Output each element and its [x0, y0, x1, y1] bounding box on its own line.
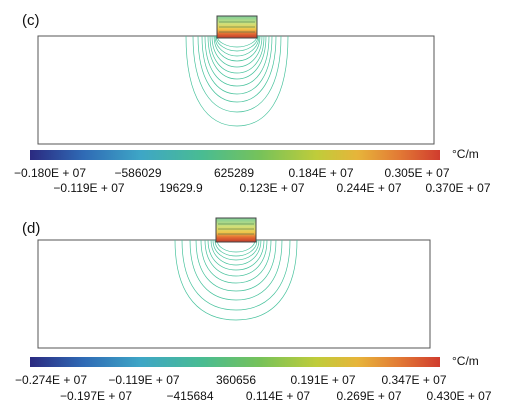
panel-label: (d): [22, 220, 41, 237]
tick-label: −586029: [114, 166, 162, 180]
tick-label: 0.347E + 07: [381, 373, 447, 387]
isolines: [174, 239, 298, 321]
tick-label: −0.119E + 07: [108, 373, 180, 387]
tick-label: 360656: [215, 373, 257, 387]
tick-label: 0.123E + 07: [239, 181, 305, 195]
tick-label: −0.197E + 07: [59, 389, 133, 403]
tick-label: −415684: [166, 389, 214, 403]
tick-label: 0.370E + 07: [425, 181, 491, 195]
isolines: [185, 35, 289, 127]
tick-label: −0.274E + 07: [14, 373, 88, 387]
panel-d: (d): [0, 208, 515, 408]
unit-label: °C/m: [452, 354, 479, 368]
tick-label: 0.244E + 07: [336, 181, 402, 195]
domain-boundary: [37, 35, 435, 145]
tick-label: 0.191E + 07: [290, 373, 356, 387]
tick-label: 0.269E + 07: [336, 389, 402, 403]
tick-label: −0.119E + 07: [53, 181, 125, 195]
heater-block: [215, 217, 257, 243]
unit-label: °C/m: [452, 147, 479, 161]
contour-plot: [30, 217, 440, 367]
panel-c: (c): [0, 0, 515, 200]
tick-label: 625289: [213, 166, 255, 180]
colorbar: [30, 150, 440, 160]
panel-label: (c): [22, 12, 40, 29]
colorbar: [30, 357, 440, 367]
tick-label: −0.180E + 07: [13, 166, 87, 180]
tick-label: 0.430E + 07: [426, 389, 492, 403]
tick-label: 0.114E + 07: [245, 389, 311, 403]
tick-label: 0.184E + 07: [288, 166, 354, 180]
tick-label: 0.305E + 07: [384, 166, 450, 180]
contour-plot: [30, 15, 440, 160]
tick-label: 19629.9: [159, 181, 203, 195]
